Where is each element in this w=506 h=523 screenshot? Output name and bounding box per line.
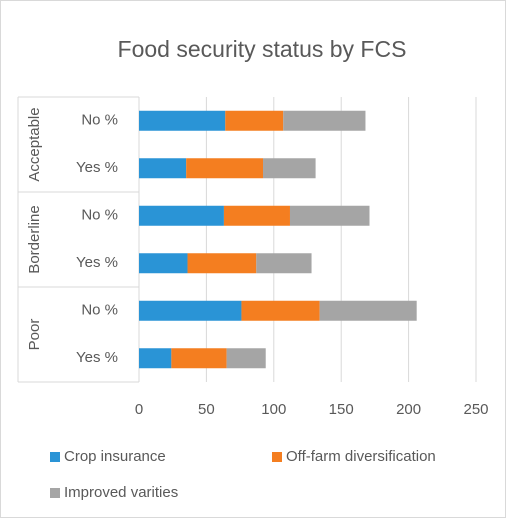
- x-tick-label: 0: [135, 401, 143, 418]
- x-tick-label: 50: [198, 401, 215, 418]
- y-tick-label: Yes %: [76, 349, 118, 366]
- legend-label: Off-farm diversification: [286, 448, 436, 465]
- x-tick-label: 200: [396, 401, 421, 418]
- legend-swatch: [272, 452, 282, 462]
- bar: [187, 253, 257, 274]
- bar: [139, 348, 172, 369]
- y-tick-label: No %: [81, 302, 118, 319]
- bar: [139, 158, 187, 179]
- group-label: Borderline: [26, 205, 43, 273]
- group-label: Acceptable: [26, 107, 43, 181]
- bar: [223, 205, 290, 226]
- y-tick-label: Yes %: [76, 254, 118, 271]
- bar: [289, 205, 370, 226]
- bar: [139, 253, 188, 274]
- bar: [283, 110, 366, 131]
- legend-label: Improved varities: [64, 484, 178, 501]
- bar: [226, 348, 266, 369]
- bar: [139, 300, 242, 321]
- chart-title: Food security status by FCS: [118, 36, 407, 62]
- legend-swatch: [50, 488, 60, 498]
- y-tick-label: No %: [81, 112, 118, 129]
- x-tick-label: 150: [329, 401, 354, 418]
- x-tick-label: 100: [261, 401, 286, 418]
- bar: [225, 110, 284, 131]
- bar: [186, 158, 264, 179]
- legend-label: Crop insurance: [64, 448, 166, 465]
- bar: [263, 158, 316, 179]
- bar: [139, 110, 226, 131]
- bar: [171, 348, 227, 369]
- bar: [256, 253, 312, 274]
- bar: [319, 300, 417, 321]
- group-label: Poor: [26, 319, 43, 351]
- x-tick-label: 250: [463, 401, 488, 418]
- y-tick-label: No %: [81, 207, 118, 224]
- y-tick-label: Yes %: [76, 159, 118, 176]
- bar: [241, 300, 320, 321]
- legend-swatch: [50, 452, 60, 462]
- bar: [139, 205, 224, 226]
